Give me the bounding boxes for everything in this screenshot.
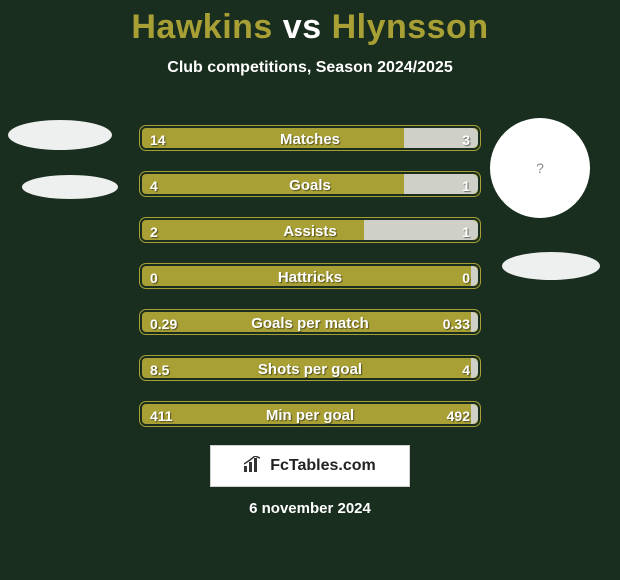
date-label: 6 november 2024 [0,500,620,517]
stat-bar-row: 0.29Goals per match0.33 [140,310,480,334]
stat-bar-row: 2Assists1 [140,218,480,242]
bar-value-right: 0.33 [443,312,470,336]
bar-label: Hattricks [142,266,478,290]
comparison-title: Hawkins vs Hlynsson [0,0,620,47]
avatar-placeholder-icon: ? [536,160,544,176]
chart-icon [244,456,264,477]
bar-label: Goals [142,174,478,198]
player-left-avatar [8,120,112,150]
player-right-avatar: ? [490,118,590,218]
player-right-name: Hlynsson [332,8,489,46]
bar-label: Min per goal [142,404,478,428]
stat-bar-row: 4Goals1 [140,172,480,196]
bar-value-right: 492 [447,404,470,428]
bar-value-right: 4 [462,358,470,382]
bar-label: Goals per match [142,312,478,336]
title-vs: vs [283,8,322,46]
bar-label: Assists [142,220,478,244]
stat-bars: 14Matches34Goals12Assists10Hattricks00.2… [140,126,480,448]
player-left-name: Hawkins [131,8,272,46]
bar-label: Matches [142,128,478,152]
subtitle: Club competitions, Season 2024/2025 [0,59,620,77]
player-left-team-badge [22,175,118,199]
stat-bar-row: 14Matches3 [140,126,480,150]
bar-value-right: 0 [462,266,470,290]
footer-site-label: FcTables.com [270,457,376,475]
stat-bar-row: 0Hattricks0 [140,264,480,288]
stat-bar-row: 8.5Shots per goal4 [140,356,480,380]
bar-label: Shots per goal [142,358,478,382]
bar-value-right: 3 [462,128,470,152]
bar-value-right: 1 [462,220,470,244]
bar-value-right: 1 [462,174,470,198]
stat-bar-row: 411Min per goal492 [140,402,480,426]
footer-badge[interactable]: FcTables.com [210,445,410,487]
player-right-team-badge [502,252,600,280]
